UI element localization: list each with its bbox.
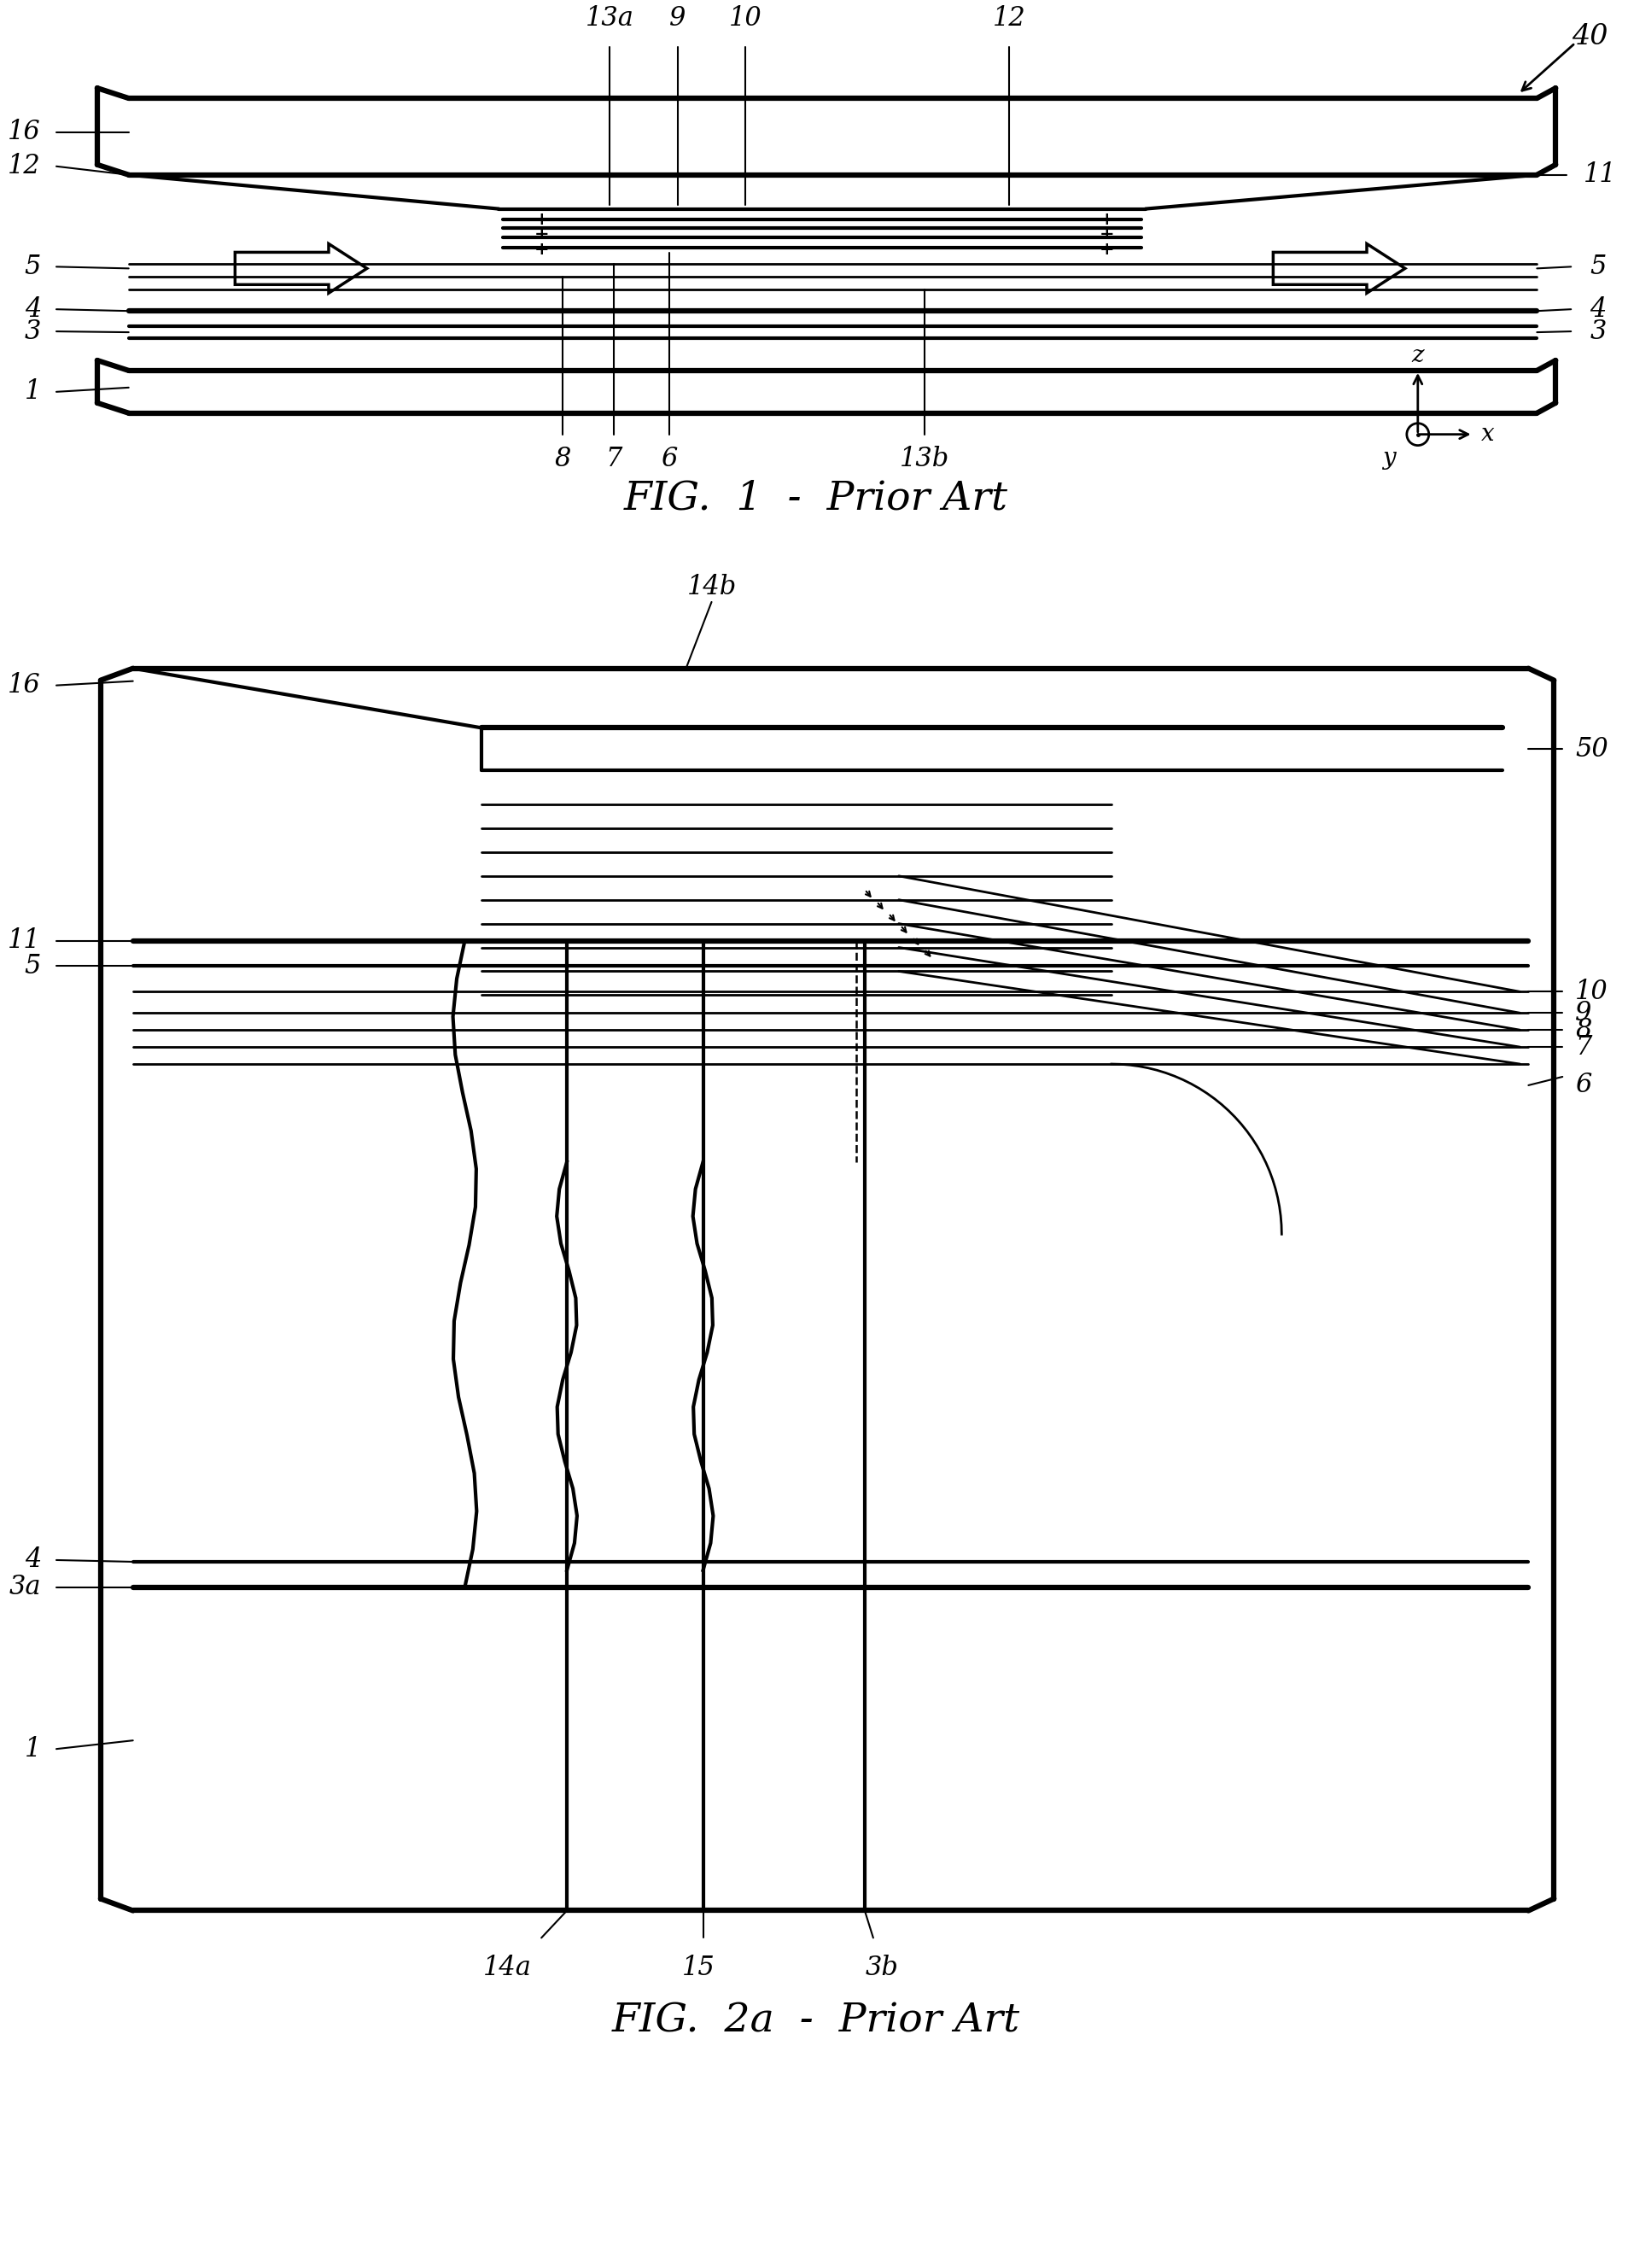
Text: +: + [534, 211, 549, 227]
Text: 7: 7 [1576, 1034, 1592, 1059]
Text: 12: 12 [993, 5, 1026, 32]
FancyArrow shape [234, 243, 366, 293]
Text: 10: 10 [1576, 978, 1608, 1005]
Text: 4: 4 [24, 1547, 41, 1574]
Text: z: z [1411, 345, 1424, 367]
Text: FIG.  2a  -  Prior Art: FIG. 2a - Prior Art [612, 2003, 1021, 2041]
Text: 3a: 3a [10, 1574, 41, 1601]
Text: +: + [534, 240, 549, 259]
Text: 10: 10 [729, 5, 762, 32]
Text: +: + [1099, 240, 1115, 259]
Text: 3: 3 [24, 318, 41, 345]
Text: 4: 4 [24, 297, 41, 322]
Text: 12: 12 [8, 152, 41, 179]
Text: 1: 1 [24, 1735, 41, 1762]
Text: 6: 6 [661, 445, 677, 472]
Text: 3b: 3b [864, 1955, 899, 1982]
Text: 1: 1 [24, 379, 41, 406]
Text: 4: 4 [1589, 297, 1607, 322]
Text: 50: 50 [1576, 735, 1608, 762]
Text: 13a: 13a [584, 5, 633, 32]
Text: 14a: 14a [484, 1955, 532, 1982]
Text: 16: 16 [8, 671, 41, 699]
Text: x: x [1481, 422, 1495, 447]
Text: FIG.  1  -  Prior Art: FIG. 1 - Prior Art [624, 479, 1008, 517]
Text: 13b: 13b [899, 445, 949, 472]
Text: 11: 11 [1584, 161, 1617, 188]
Text: 15: 15 [682, 1955, 715, 1982]
Text: 6: 6 [1576, 1073, 1592, 1098]
Text: 9: 9 [669, 5, 685, 32]
Text: 5: 5 [24, 254, 41, 279]
Text: 5: 5 [1589, 254, 1607, 279]
Text: +: + [1099, 227, 1115, 243]
Text: 14b: 14b [687, 574, 736, 601]
Text: +: + [1099, 211, 1115, 227]
Text: 3: 3 [1589, 318, 1607, 345]
Text: +: + [534, 227, 549, 243]
Text: 8: 8 [555, 445, 571, 472]
Text: 5: 5 [24, 953, 41, 980]
Text: 16: 16 [8, 118, 41, 145]
Text: 40: 40 [1571, 23, 1608, 50]
Text: 9: 9 [1576, 1000, 1592, 1025]
Text: 7: 7 [606, 445, 622, 472]
Text: 8: 8 [1576, 1016, 1592, 1043]
FancyArrow shape [1273, 243, 1405, 293]
Text: y: y [1382, 447, 1395, 469]
Text: 11: 11 [8, 928, 41, 955]
